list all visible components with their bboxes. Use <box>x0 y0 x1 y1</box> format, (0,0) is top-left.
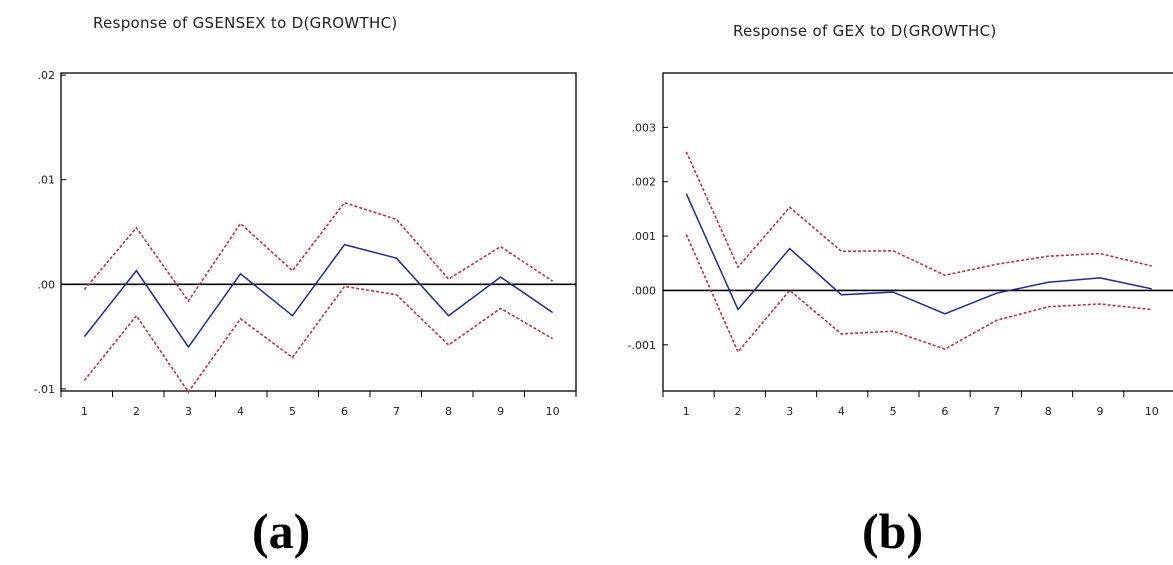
y-tick-label: .01 <box>38 174 56 187</box>
upper-band-line <box>685 151 1152 277</box>
lower-band-line <box>83 285 554 394</box>
x-tick-label: 8 <box>1045 405 1052 418</box>
x-tick-label: 7 <box>993 405 1000 418</box>
lower-band-line <box>685 234 1152 354</box>
y-tick-label: .002 <box>632 176 657 189</box>
x-tick-label: 6 <box>341 405 348 418</box>
x-tick-label: 6 <box>941 405 948 418</box>
x-tick-label: 9 <box>1097 405 1104 418</box>
x-tick-label: 2 <box>133 405 140 418</box>
x-tick-label: 5 <box>289 405 296 418</box>
x-tick-label: 1 <box>683 405 690 418</box>
x-tick-label: 1 <box>81 405 88 418</box>
response-line <box>685 193 1152 315</box>
x-tick-label: 7 <box>393 405 400 418</box>
panel-a: Response of GSENSEX to D(GROWTHC) .02 .01… <box>34 14 577 559</box>
x-tick-label: 3 <box>185 405 192 418</box>
x-tick-label: 10 <box>1145 405 1159 418</box>
panel-label-a: (a) <box>252 503 311 559</box>
y-tick-label: .000 <box>632 284 657 297</box>
panel-label-b: (b) <box>862 503 924 559</box>
x-tick-label: 9 <box>497 405 504 418</box>
x-tick-label: 4 <box>237 405 244 418</box>
y-tick-label: .00 <box>38 278 56 291</box>
x-tick-label: 8 <box>445 405 452 418</box>
y-tick-label: .003 <box>632 121 657 134</box>
chart-title-b: Response of GEX to D(GROWTHC) <box>733 22 997 40</box>
plot-frame <box>60 72 577 392</box>
plot-area-b: .003 .002 .001 .000 -.001 1 2 3 4 5 6 7 8 9 10 <box>628 72 1173 418</box>
panel-b: Response of GEX to D(GROWTHC) .003.002.0… <box>590 0 1173 565</box>
x-tick-label: 5 <box>890 405 897 418</box>
plot-frame <box>662 72 1173 392</box>
chart-title-a: Response of GSENSEX to D(GROWTHC) <box>93 14 398 32</box>
y-tick-label: .02 <box>38 69 56 82</box>
y-tick-label: -.001 <box>628 339 656 352</box>
x-tick-label: 10 <box>546 405 560 418</box>
y-tick-label: .001 <box>632 230 657 243</box>
x-tick-label: 4 <box>838 405 845 418</box>
response-line <box>83 243 554 349</box>
x-tick-label: 2 <box>734 405 741 418</box>
y-tick-label: -.01 <box>34 383 55 396</box>
plot-area-a: .02 .01 .00 -.01 1 2 3 4 5 6 7 8 9 10 <box>34 69 577 418</box>
x-tick-label: 3 <box>786 405 793 418</box>
upper-band-line <box>83 201 554 303</box>
